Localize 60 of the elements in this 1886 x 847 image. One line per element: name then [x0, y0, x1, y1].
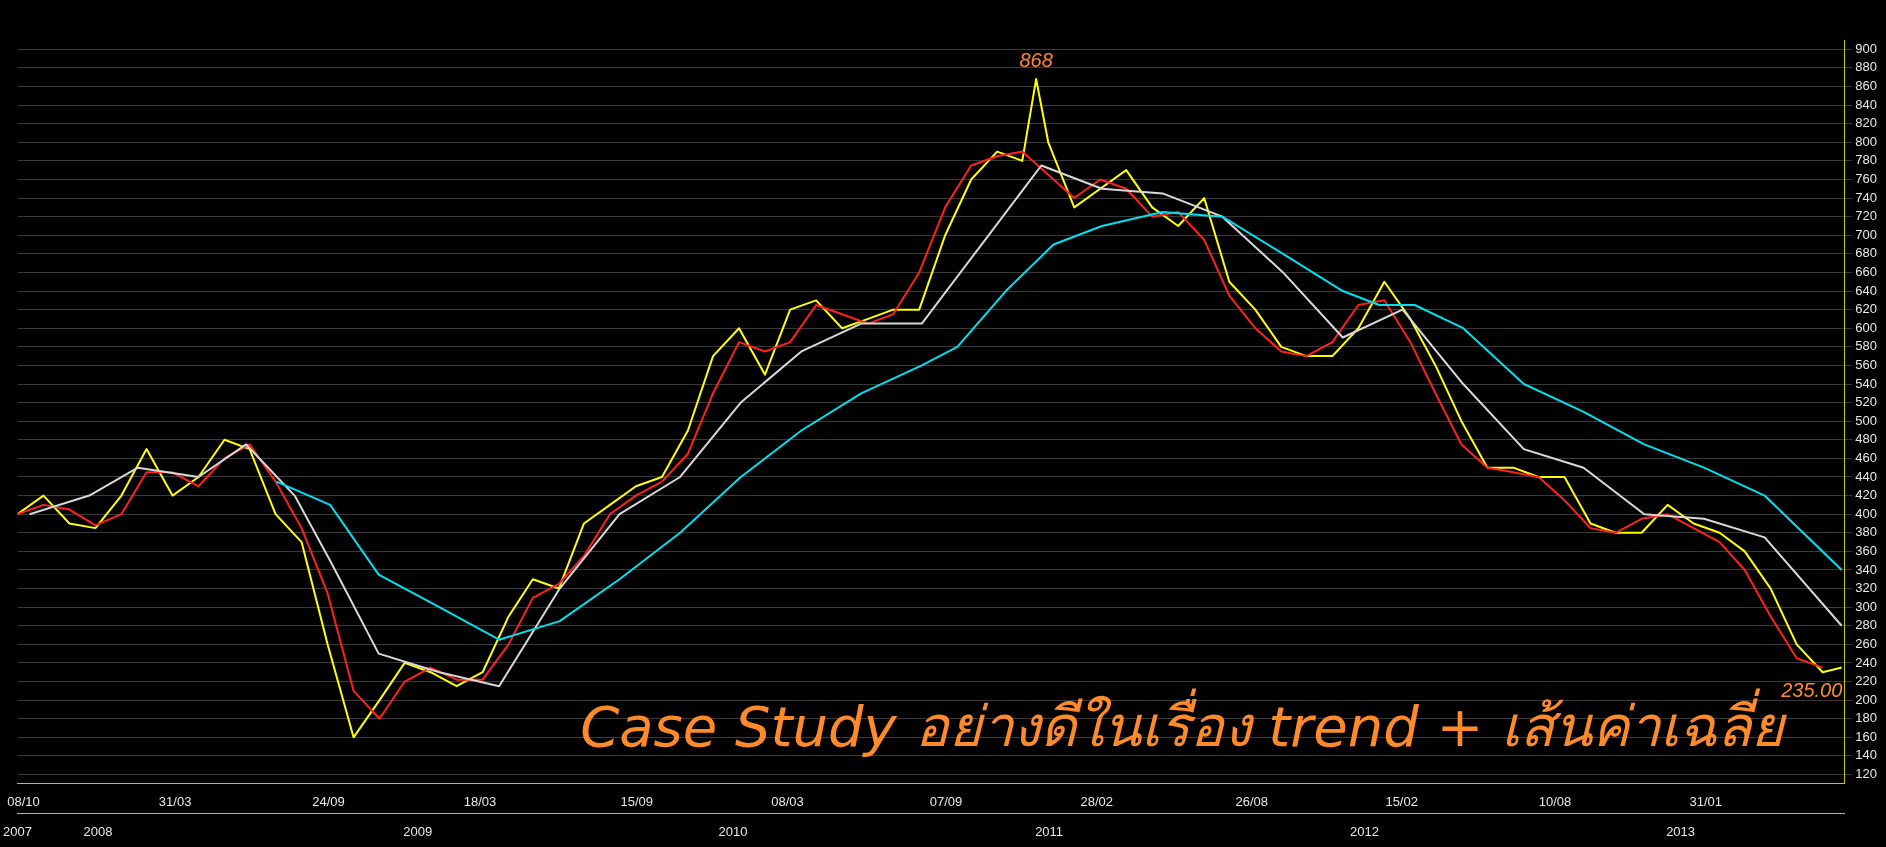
y-tick-label: 240	[1855, 654, 1878, 670]
y-tick-label: 220	[1855, 673, 1878, 689]
y-tick-label: 420	[1855, 487, 1878, 503]
y-tick-label: 600	[1855, 319, 1878, 335]
x-tick-label: 28/02	[1080, 794, 1114, 810]
y-tick-label: 200	[1855, 691, 1878, 707]
y-tick-label: 480	[1855, 431, 1878, 447]
x2-tick-label: 2011	[1035, 823, 1064, 839]
y-tick-label: 720	[1855, 208, 1878, 224]
y-tick-label: 740	[1855, 189, 1878, 205]
y-tick-label: 500	[1855, 412, 1878, 428]
y-tick-label: 800	[1855, 133, 1878, 149]
x2-tick-label: 2012	[1349, 823, 1379, 839]
y-tick-label: 660	[1855, 264, 1878, 280]
x-tick-label: 10/08	[1538, 794, 1572, 810]
x-tick-label: 24/09	[312, 794, 345, 810]
y-tick-label: 160	[1855, 728, 1878, 744]
x-tick-label: 15/02	[1385, 794, 1418, 810]
x-tick-label: 08/10	[7, 794, 40, 810]
y-tick-label: 580	[1855, 338, 1878, 354]
y-tick-label: 760	[1855, 171, 1878, 187]
x-tick-label: 31/01	[1689, 794, 1722, 810]
y-tick-label: 820	[1855, 115, 1878, 131]
x-tick-label: 08/03	[771, 794, 804, 810]
x-tick-label: 26/08	[1235, 794, 1269, 810]
x2-tick-label: 2009	[403, 823, 433, 839]
y-tick-label: 900	[1855, 40, 1878, 56]
x2-tick-label: 2007	[3, 823, 32, 839]
y-tick-label: 140	[1855, 747, 1878, 763]
y-tick-label: 620	[1855, 301, 1878, 317]
annotation: 868	[1019, 48, 1053, 71]
y-tick-label: 360	[1855, 542, 1878, 558]
y-tick-label: 880	[1855, 59, 1878, 75]
y-tick-label: 860	[1855, 78, 1878, 94]
y-tick-label: 560	[1855, 356, 1878, 372]
y-tick-label: 700	[1855, 226, 1878, 242]
y-tick-label: 540	[1855, 375, 1878, 391]
y-tick-label: 440	[1855, 468, 1878, 484]
x-tick-label: 18/03	[463, 794, 497, 810]
y-tick-label: 260	[1855, 635, 1878, 651]
x2-tick-label: 2010	[718, 823, 748, 839]
x2-tick-label: 2008	[83, 823, 113, 839]
y-tick-label: 520	[1855, 394, 1878, 410]
y-tick-label: 400	[1855, 505, 1878, 521]
x-tick-label: 07/09	[929, 794, 963, 810]
x-tick-label: 31/03	[158, 794, 192, 810]
x-tick-label: 15/09	[620, 794, 654, 810]
y-tick-label: 380	[1855, 524, 1878, 540]
y-tick-label: 280	[1855, 617, 1878, 633]
y-tick-label: 460	[1855, 449, 1878, 465]
x2-tick-label: 2013	[1666, 823, 1696, 839]
y-tick-label: 120	[1855, 766, 1878, 782]
y-tick-label: 640	[1855, 282, 1878, 298]
y-tick-label: 840	[1855, 96, 1878, 112]
y-tick-label: 300	[1855, 598, 1878, 614]
y-tick-label: 180	[1855, 710, 1878, 726]
y-tick-label: 680	[1855, 245, 1878, 261]
y-tick-label: 340	[1855, 561, 1878, 577]
y-tick-label: 780	[1855, 152, 1878, 168]
y-tick-label: 320	[1855, 580, 1878, 596]
